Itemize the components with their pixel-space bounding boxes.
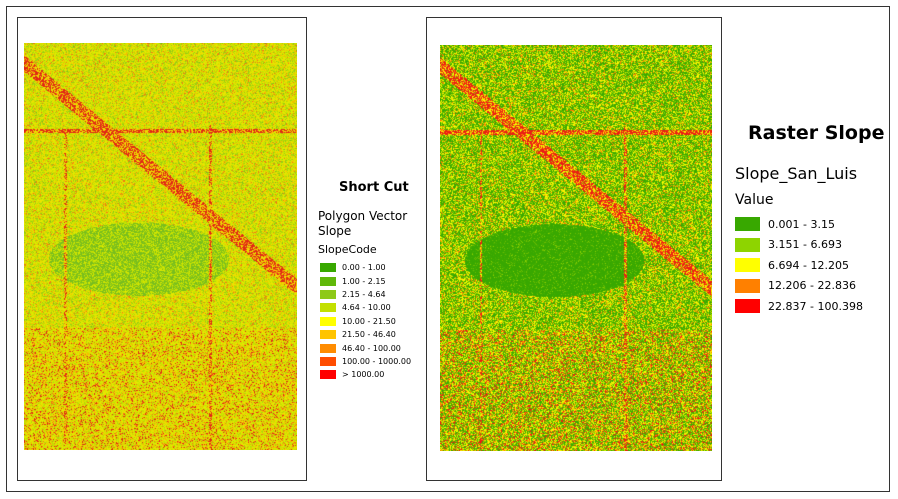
left-legend-label: 4.64 - 10.00 (342, 303, 391, 313)
polygon-vector-slope-map (24, 43, 297, 450)
right-legend-swatch (735, 217, 760, 232)
left-legend-label: 10.00 - 21.50 (342, 316, 396, 326)
right-legend-field: Value (735, 192, 774, 208)
right-legend-swatch (735, 299, 760, 314)
left-legend-item: 4.64 - 10.00 (318, 301, 411, 314)
left-legend-swatch (320, 276, 336, 286)
left-legend-swatch (320, 330, 336, 340)
right-legend: Slope_San_Luis Value 0.001 - 3.15 3.151 -… (735, 164, 863, 317)
short-cut-title: Short Cut (339, 180, 409, 195)
right-legend-label: 12.206 - 22.836 (768, 279, 856, 293)
right-legend-item: 3.151 - 6.693 (735, 235, 863, 256)
left-legend: Polygon Vector Slope SlopeCode 0.00 - 1.… (318, 209, 411, 382)
left-legend-layer: Polygon Vector (318, 209, 408, 223)
left-legend-items: 0.00 - 1.00 1.00 - 2.15 2.15 - 4.64 4.64 - … (318, 261, 411, 382)
right-legend-items: 0.001 - 3.15 3.151 - 6.693 6.694 - 12.205 1… (735, 214, 863, 317)
left-legend-label: 46.40 - 100.00 (342, 343, 401, 353)
right-legend-swatch (735, 237, 760, 252)
layout-frame (6, 6, 890, 492)
right-legend-swatch (735, 278, 760, 293)
right-legend-label: 6.694 - 12.205 (768, 258, 849, 272)
left-legend-label: 100.00 - 1000.00 (342, 356, 412, 366)
right-legend-label: 3.151 - 6.693 (768, 238, 842, 252)
left-legend-item: 2.15 - 4.64 (318, 288, 411, 301)
right-legend-label: 22.837 - 100.398 (768, 299, 863, 313)
left-legend-label: 2.15 - 4.64 (342, 289, 386, 299)
left-legend-label: > 1000.00 (342, 370, 385, 380)
right-legend-item: 0.001 - 3.15 (735, 214, 863, 235)
left-legend-item: 46.40 - 100.00 (318, 341, 411, 354)
left-legend-swatch (320, 356, 336, 366)
left-legend-item: 100.00 - 1000.00 (318, 355, 411, 368)
left-legend-item: 21.50 - 46.40 (318, 328, 411, 341)
left-legend-item: 1.00 - 2.15 (318, 274, 411, 287)
right-legend-item: 12.206 - 22.836 (735, 276, 863, 297)
right-legend-label: 0.001 - 3.15 (768, 217, 835, 231)
raster-slope-title: Raster Slope (748, 122, 885, 144)
left-legend-swatch (320, 343, 336, 353)
left-legend-field: SlopeCode (318, 243, 377, 256)
left-legend-layer-sub: Slope (318, 224, 352, 238)
left-legend-item: 10.00 - 21.50 (318, 315, 411, 328)
left-legend-item: > 1000.00 (318, 368, 411, 381)
left-legend-label: 21.50 - 46.40 (342, 330, 396, 340)
right-legend-item: 22.837 - 100.398 (735, 296, 863, 317)
left-legend-swatch (320, 370, 336, 380)
left-legend-label: 1.00 - 2.15 (342, 276, 386, 286)
left-legend-swatch (320, 303, 336, 313)
right-legend-swatch (735, 258, 760, 273)
left-legend-swatch (320, 316, 336, 326)
right-legend-item: 6.694 - 12.205 (735, 255, 863, 276)
raster-slope-map (440, 45, 712, 451)
left-legend-swatch (320, 289, 336, 299)
right-legend-layer: Slope_San_Luis (735, 164, 858, 183)
left-legend-label: 0.00 - 1.00 (342, 263, 386, 273)
left-legend-item: 0.00 - 1.00 (318, 261, 411, 274)
left-legend-swatch (320, 263, 336, 273)
